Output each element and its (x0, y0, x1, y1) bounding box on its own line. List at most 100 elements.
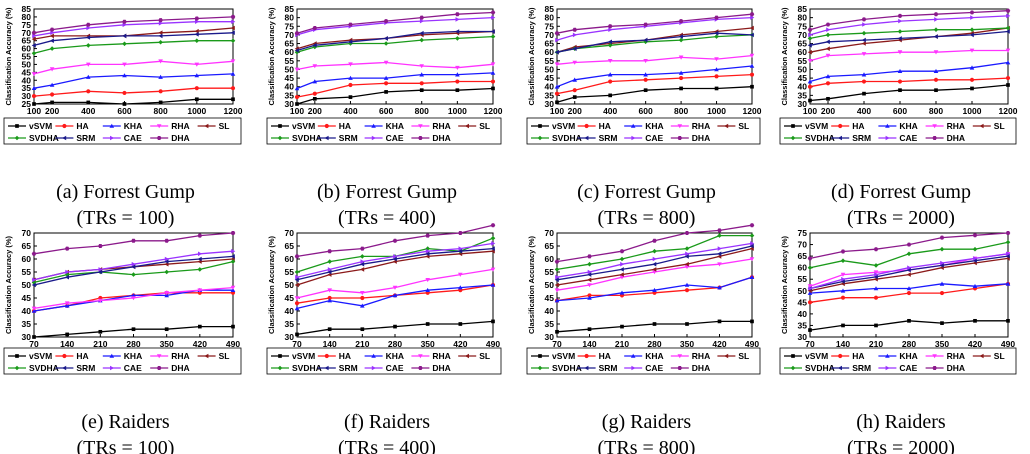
data-point-svdha (194, 38, 200, 43)
x-tick-label: 1200 (484, 106, 503, 116)
data-point-cae (940, 260, 945, 266)
data-point-srm (939, 263, 944, 268)
data-point-rha (861, 52, 867, 57)
data-point-srm (122, 33, 127, 39)
series-line-dha (33, 232, 234, 255)
data-point-vsvm (1006, 83, 1010, 87)
data-point-ha (360, 295, 365, 301)
data-point-dha (619, 249, 625, 254)
legend-label-vsvm: vSVM (29, 121, 52, 131)
legend-label-rha: RHA (171, 121, 189, 131)
series-line-kha (809, 61, 1009, 83)
data-point-svdha (86, 43, 91, 48)
data-point-rha (607, 59, 613, 64)
data-point-vsvm (652, 322, 657, 326)
data-point-kha (933, 68, 939, 73)
data-point-dha (825, 22, 831, 27)
x-tick-label: 800 (929, 106, 943, 116)
legend-label-sl: SL (994, 121, 1005, 131)
y-tick-label: 60 (798, 263, 808, 273)
caption-title: (a) Forrest Gump (56, 181, 195, 203)
data-point-svdha (684, 246, 690, 251)
x-tick-label: 70 (552, 339, 562, 349)
data-point-svdha (861, 30, 867, 36)
data-point-dha (49, 27, 55, 32)
data-point-kha (312, 79, 318, 84)
series-line-sl (556, 27, 753, 53)
data-point-svdha (619, 256, 625, 262)
data-point-kha (554, 84, 560, 89)
data-point-vsvm (491, 86, 495, 91)
data-point-rha (348, 62, 353, 67)
x-tick-label: 280 (902, 339, 916, 349)
legend-marker-dha (932, 136, 937, 140)
data-point-svdha (164, 269, 169, 275)
data-point-ha (50, 92, 55, 97)
data-point-rha (749, 257, 755, 262)
legend-marker-svdha (537, 365, 543, 371)
data-point-cae (750, 15, 755, 20)
data-point-vsvm (620, 324, 624, 329)
data-point-dha (906, 242, 912, 247)
data-point-rha (425, 278, 430, 283)
data-point-svdha (122, 41, 127, 47)
legend-box (526, 117, 761, 145)
legend-label-sl: SL (219, 121, 230, 131)
legend-marker-kha (371, 353, 376, 358)
data-point-kha (294, 86, 300, 91)
y-tick-label: 30 (545, 332, 555, 342)
data-point-kha (360, 303, 365, 308)
data-point-dha (1005, 231, 1011, 235)
data-point-srm (419, 30, 424, 36)
y-tick-label: 50 (285, 64, 295, 74)
data-point-cae (360, 259, 365, 264)
y-tick-label: 75 (798, 21, 808, 31)
data-point-vsvm (841, 323, 845, 328)
data-point-srm (31, 282, 36, 288)
data-point-srm (158, 33, 163, 39)
data-point-svdha (31, 51, 37, 56)
legend-marker-srm (584, 135, 589, 141)
legend-label-ha: HA (76, 121, 88, 131)
data-point-vsvm (940, 321, 944, 325)
data-point-dha (652, 238, 657, 243)
legend-box (3, 117, 242, 145)
data-point-dha (98, 244, 103, 248)
legend-label-dha: DHA (947, 363, 965, 373)
data-point-svdha (455, 36, 460, 41)
data-point-kha (425, 287, 430, 292)
data-point-vsvm (32, 102, 36, 106)
legend-label-rha: RHA (947, 351, 965, 361)
x-tick-label: 140 (582, 339, 596, 349)
legend-label-rha: RHA (947, 121, 965, 131)
x-tick-label: 400 (857, 106, 871, 116)
data-point-vsvm (458, 322, 463, 326)
legend-label-ha: HA (339, 121, 351, 131)
data-point-svdha (587, 261, 592, 267)
data-point-kha (490, 70, 496, 75)
chart-panel-6: 30354045505560657070140210280350420490# … (266, 223, 502, 454)
data-point-sl (360, 267, 365, 272)
data-point-srm (164, 259, 169, 264)
data-point-vsvm (393, 324, 397, 329)
data-point-srm (458, 248, 463, 254)
data-point-cae (555, 274, 560, 280)
x-tick-label: 70 (805, 339, 815, 349)
data-point-kha (383, 75, 389, 80)
data-point-srm (554, 49, 559, 55)
x-tick-label: 210 (93, 339, 107, 349)
x-tick-label: 420 (193, 339, 207, 349)
data-point-cae (587, 269, 592, 275)
legend-label-srm: SRM (852, 363, 871, 373)
legend-label-kha: KHA (386, 121, 404, 131)
data-point-dha (419, 15, 424, 20)
data-point-rha (933, 50, 939, 55)
data-point-srm (749, 32, 754, 38)
data-point-vsvm (934, 88, 938, 93)
data-point-srm (861, 37, 866, 43)
x-tick-label: 1000 (187, 106, 206, 116)
x-tick-label: 1000 (707, 106, 726, 116)
data-point-cae (327, 267, 332, 272)
data-point-rha (419, 64, 424, 69)
data-point-ha (587, 293, 592, 298)
